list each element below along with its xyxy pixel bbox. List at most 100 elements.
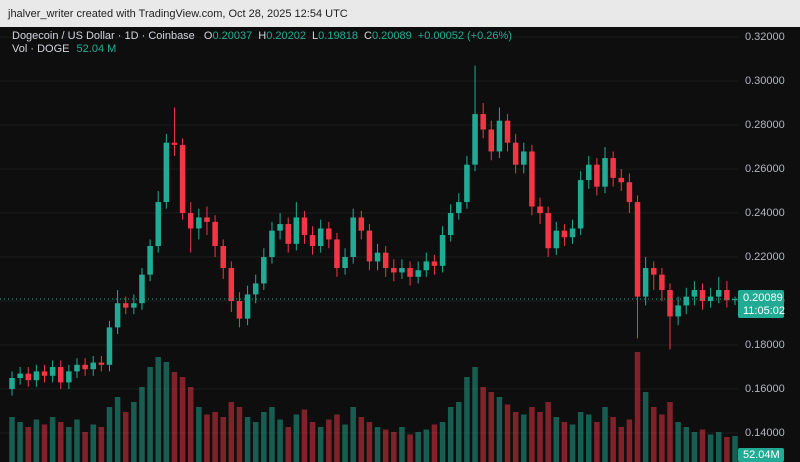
candle-body xyxy=(602,158,608,187)
volume-bar xyxy=(261,412,267,462)
candle-body xyxy=(187,213,194,229)
volume-bar xyxy=(602,407,608,462)
volume-bar xyxy=(642,392,649,462)
candle-body xyxy=(358,217,365,231)
volume-bar xyxy=(691,432,698,462)
candle-body xyxy=(155,202,161,247)
candle-body xyxy=(651,268,657,275)
candle-body xyxy=(212,221,218,247)
candle-body xyxy=(139,274,145,304)
candle-body xyxy=(732,299,738,301)
candle-body xyxy=(512,142,519,165)
volume-bar xyxy=(187,387,194,462)
volume-bar xyxy=(423,429,430,462)
candle-body xyxy=(561,230,568,238)
candle-body xyxy=(683,296,690,306)
candle-body xyxy=(407,268,413,277)
candle-body xyxy=(374,252,381,262)
volume-bar xyxy=(171,372,178,462)
y-tick-label: 0.16000 xyxy=(745,383,785,395)
volume-bar xyxy=(537,412,543,462)
candle-body xyxy=(577,180,584,229)
volume-bar xyxy=(212,412,218,462)
volume-bar xyxy=(204,414,210,462)
candle-body xyxy=(496,120,503,152)
candle-body xyxy=(382,252,389,269)
volume-bar xyxy=(529,407,535,462)
candle-body xyxy=(724,290,730,301)
volume-bar xyxy=(236,407,243,462)
volume-bar xyxy=(699,429,706,462)
legend-label: O xyxy=(204,30,213,42)
volume-bar xyxy=(732,435,738,462)
candle-body xyxy=(269,230,275,258)
volume-bar xyxy=(651,407,657,462)
candle-body xyxy=(285,224,291,244)
candle-body xyxy=(342,257,348,269)
volume-bar xyxy=(49,417,56,462)
candle-body xyxy=(594,164,600,187)
candle-body xyxy=(626,182,633,203)
volume-bar xyxy=(504,404,511,462)
candle-body xyxy=(366,230,373,262)
volume-bar xyxy=(17,422,23,462)
volume-bar xyxy=(496,397,503,462)
candle-body xyxy=(415,270,421,277)
volume-bar xyxy=(399,427,405,462)
volume-bar xyxy=(382,429,389,462)
countdown: 11:05:02 xyxy=(743,305,785,317)
price-tag: 0.20089 xyxy=(743,292,783,304)
volume-bar xyxy=(293,414,300,462)
legend-row: Dogecoin / US Dollar · 1D · Coinbase O0.… xyxy=(12,30,512,42)
y-tick-label: 0.22000 xyxy=(745,251,785,263)
candle-body xyxy=(456,202,462,214)
volume-legend: Vol · DOGE 52.04 M xyxy=(12,43,116,55)
volume-bar xyxy=(317,427,324,462)
volume-bar xyxy=(131,402,137,462)
volume-bar xyxy=(586,414,592,462)
candle-body xyxy=(431,261,438,266)
volume-bar xyxy=(374,427,381,462)
volume-bar xyxy=(456,402,462,462)
legend-label: H xyxy=(258,30,266,42)
volume-bar xyxy=(439,422,446,462)
volume-bar xyxy=(309,422,316,462)
candle-body xyxy=(659,274,665,291)
volume-tag: 52.04M xyxy=(743,449,780,461)
candle-body xyxy=(472,114,478,165)
y-tick-label: 0.26000 xyxy=(745,163,785,175)
candle-body xyxy=(317,228,324,247)
volume-bar xyxy=(724,437,730,462)
y-tick-label: 0.18000 xyxy=(745,339,785,351)
volume-bar xyxy=(358,417,365,462)
y-tick-label: 0.14000 xyxy=(745,427,785,439)
candle-body xyxy=(350,217,356,258)
legend-value: 0.19818 xyxy=(318,30,358,42)
volume-bar xyxy=(667,402,673,462)
volume-bar xyxy=(9,417,15,462)
candle-body xyxy=(618,177,625,183)
candle-body xyxy=(504,120,511,143)
volume-bar xyxy=(569,424,576,462)
candle-body xyxy=(586,164,592,181)
candle-body xyxy=(147,246,153,275)
candle-body xyxy=(163,142,170,203)
volume-bar xyxy=(90,424,96,462)
candle-body xyxy=(196,217,202,229)
candle-body xyxy=(399,268,405,273)
candle-body xyxy=(464,164,470,203)
volume-bar xyxy=(472,367,478,462)
volume-bar xyxy=(626,419,633,462)
candle-body xyxy=(569,228,576,238)
candle-body xyxy=(66,371,72,383)
candle-body xyxy=(553,230,560,249)
volume-bar xyxy=(196,407,202,462)
candle-body xyxy=(277,224,283,231)
y-tick-label: 0.30000 xyxy=(745,75,785,87)
candle-layer xyxy=(9,65,738,396)
volume-bar xyxy=(610,417,616,462)
candle-body xyxy=(326,228,332,240)
legend-value: 0.20037 xyxy=(212,30,252,42)
candle-body xyxy=(17,373,23,378)
candle-body xyxy=(439,235,446,266)
